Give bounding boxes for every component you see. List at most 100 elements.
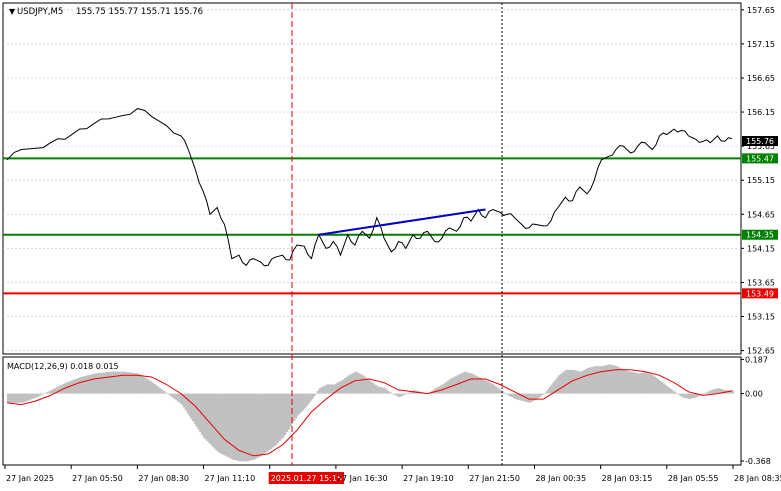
macd-histogram-bar [677,393,680,395]
time-axis[interactable]: 27 Jan 2025 27 Jan 05:50 27 Jan 08:30 27 Ja… [4,465,781,484]
macd-histogram-bar [637,373,640,394]
macd-histogram-bar [722,389,725,394]
macd-histogram-bar [460,373,463,394]
macd-histogram-bar [594,366,597,394]
macd-histogram-bar [588,367,591,394]
macd-histogram-bar [208,393,211,444]
macd-histogram-bar [398,393,401,398]
macd-histogram-bar [231,393,234,460]
symbol-label: USDJPY,M5 [17,7,63,17]
macd-histogram-bar [730,390,733,394]
macd-histogram-bar [108,371,111,394]
macd-histogram-bar [701,393,704,395]
macd-histogram-bar [327,384,330,394]
macd-histogram-bar [509,393,512,397]
macd-histogram-bar [690,393,693,399]
macd-histogram-bar [86,375,89,394]
level-layer[interactable]: 155.47 154.35 153.49 [3,153,778,299]
macd-histogram-bar [650,374,653,394]
macd-histogram-bar [436,387,439,394]
macd-histogram-bar [489,382,492,394]
macd-histogram-bar [471,373,473,394]
macd-histogram-bar [409,391,412,394]
time-tick-label-group: 28 Jan 05:55 [668,474,719,483]
macd-histogram-bar [249,393,252,461]
macd-histogram-bar [135,373,138,394]
macd-histogram-bar [14,393,17,403]
macd-histogram-bar [402,393,405,396]
macd-histogram-bar [36,393,38,398]
macd-histogram-bar [688,393,691,400]
macd-histogram-bar [217,393,220,453]
macd-histogram-bar [12,393,15,403]
macd-histogram-bar [126,372,129,394]
macd-histogram-bar [713,389,716,394]
ohlc-values: 155.75 155.77 155.71 155.76 [76,7,203,17]
macd-histogram-bar [621,368,624,394]
macd-histogram-bar [239,393,241,462]
macd-histogram-bar [170,393,173,397]
macd-histogram-bar [164,392,167,394]
price-tick-label: 154.15 [747,244,775,253]
macd-histogram-bar [545,391,548,394]
macd-histogram-bar [534,393,537,401]
macd-histogram-bar [449,378,452,394]
macd-histogram-bar [384,388,386,394]
price-tick-label: 152.65 [747,347,775,356]
time-cursor-label: 2025.01.27 15:15 [268,472,345,484]
macd-histogram-bar [284,393,287,435]
macd-histogram-bar [132,372,135,394]
macd-histogram-bar [490,383,493,394]
price-tick-label: 155.15 [747,176,775,185]
macd-histogram-bar [518,393,521,401]
macd-histogram-bar [503,392,506,394]
macd-histogram-bar [358,373,361,394]
macd-histogram-bar [195,393,198,427]
macd-histogram-bar [90,374,93,394]
dropdown-triangle-icon[interactable]: ▼ [9,7,16,16]
macd-histogram-bar [550,384,553,394]
macd-label: MACD(12,26,9) 0.018 0.015 [7,362,119,371]
trendline[interactable] [318,208,486,236]
price-axis[interactable]: 157.65 157.15 156.65 156.15 155.65 155.15 154.… [741,6,775,356]
macd-histogram-bar [574,370,577,394]
macd-histogram-bar [179,393,182,404]
macd-histogram-bar [389,392,392,394]
price-tick-label: 153.65 [747,278,775,287]
macd-histogram-bar [655,378,658,394]
time-tick-label: 27 Jan 11:10 [205,474,256,483]
macd-histogram-bar [333,384,336,394]
grid-layer [3,9,741,351]
macd-histogram-bar [331,384,334,394]
macd-histogram-bar [278,393,281,442]
macd-histogram-bar [469,373,472,394]
macd-histogram-bar [248,393,251,461]
macd-histogram-bar [500,389,502,394]
macd-histogram-bar [510,393,513,398]
macd-histogram-bar [235,393,238,461]
main-chart-frame[interactable] [2,2,742,355]
macd-histogram-bar [130,372,133,394]
macd-histogram-bar [394,393,397,396]
macd-histogram-bar [161,389,164,394]
macd-histogram-bar [55,387,58,394]
macd-histogram-bar [374,384,377,394]
macd-histogram-bar [338,381,341,394]
current-price-tag: 155.76 [742,136,778,146]
macd-histogram-bar [193,393,196,424]
macd-histogram-bar [697,393,700,397]
macd-histogram-bar [668,387,671,394]
macd-histogram-bar [440,385,443,394]
macd-histogram-bar [10,393,13,403]
macd-histogram-bar [175,393,178,401]
macd-histogram-bar [639,373,642,394]
macd-axis[interactable]: 0.187 0.00 -0.368 [741,355,771,466]
macd-histogram-bar [117,371,120,394]
macd-histogram-bar [57,386,60,394]
macd-histogram-bar [219,393,222,454]
macd-histogram-bar [112,371,115,394]
macd-histogram-bar [567,369,570,394]
macd-histogram-bar [26,393,29,401]
